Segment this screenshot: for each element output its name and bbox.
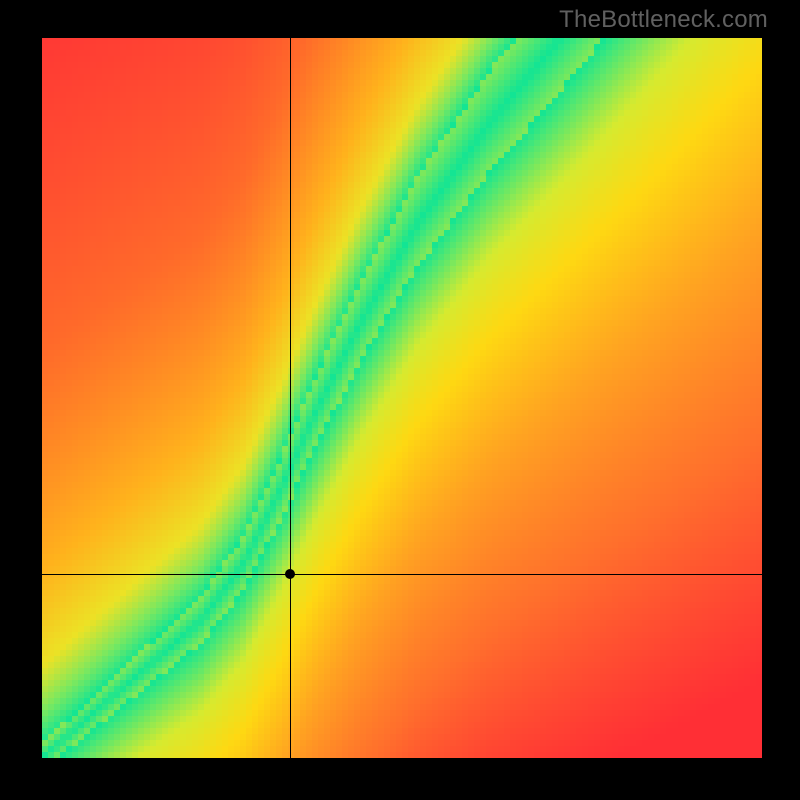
- crosshair-marker-dot: [285, 569, 295, 579]
- crosshair-horizontal: [42, 574, 762, 575]
- watermark-text: TheBottleneck.com: [559, 6, 768, 34]
- heatmap-plot: [42, 38, 762, 758]
- chart-frame: TheBottleneck.com: [0, 0, 800, 800]
- crosshair-vertical: [290, 38, 291, 758]
- heatmap-canvas: [42, 38, 762, 758]
